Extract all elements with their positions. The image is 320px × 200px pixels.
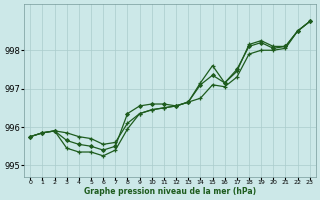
X-axis label: Graphe pression niveau de la mer (hPa): Graphe pression niveau de la mer (hPa) bbox=[84, 187, 256, 196]
